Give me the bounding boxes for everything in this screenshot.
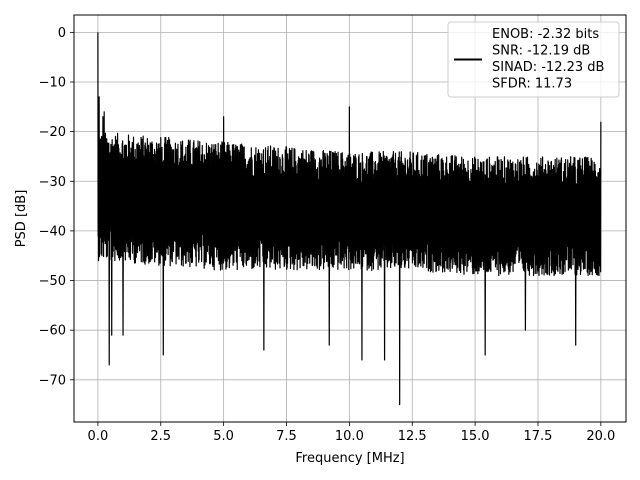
y-tick-label: −30	[39, 175, 66, 190]
x-tick-label: 5.0	[213, 429, 234, 444]
legend-sfdr: SFDR: 11.73	[492, 77, 572, 92]
y-tick-label: 0	[58, 26, 66, 41]
x-tick-label: 10.0	[335, 429, 364, 444]
y-tick-label: −20	[39, 125, 66, 140]
y-tick-label: −60	[39, 324, 66, 339]
psd-series-line	[97, 32, 602, 406]
x-tick-label: 0.0	[88, 429, 109, 444]
y-axis-label: PSD [dB]	[14, 190, 29, 248]
legend-enob: ENOB: -2.32 bits	[492, 27, 599, 42]
plot-area	[97, 32, 602, 406]
ticks: 0.0 2.5 5.0 7.5 10.0 12.5 15.0 17.5 20.0 0 −10 −20 −…	[39, 26, 616, 444]
x-axis-label: Frequency [MHz]	[295, 451, 404, 466]
y-tick-label: −10	[39, 76, 66, 91]
x-tick-label: 20.0	[586, 429, 615, 444]
legend-sinad: SINAD: -12.23 dB	[492, 60, 604, 75]
y-tick-label: −70	[39, 373, 66, 388]
x-tick-label: 2.5	[150, 429, 171, 444]
legend-box	[447, 21, 620, 98]
x-tick-label: 15.0	[461, 429, 490, 444]
x-tick-label: 7.5	[276, 429, 297, 444]
legend: ENOB: -2.32 bits SNR: -12.19 dB SINAD: -…	[447, 21, 620, 98]
legend-snr: SNR: -12.19 dB	[492, 44, 590, 59]
x-tick-label: 17.5	[524, 429, 553, 444]
axes-frame	[73, 14, 627, 423]
x-tick-label: 12.5	[398, 429, 427, 444]
y-tick-label: −40	[39, 224, 66, 239]
y-tick-label: −50	[39, 274, 66, 289]
